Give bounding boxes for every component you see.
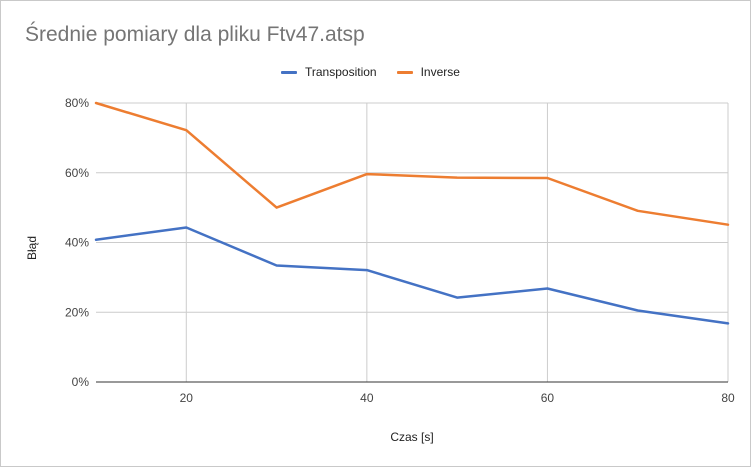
legend-item-transposition: Transposition	[281, 65, 377, 79]
series-line-inverse	[94, 101, 730, 226]
grid-lines	[96, 102, 729, 382]
x-tick-label: 60	[541, 391, 555, 405]
x-tick-label: 80	[721, 391, 735, 405]
x-tick-label: 40	[360, 391, 374, 405]
series-line-transposition	[94, 226, 730, 325]
axis-labels: 0% 20% 40% 60% 80% 20 40 60 80	[65, 96, 735, 405]
y-axis-title: Błąd	[25, 236, 39, 260]
series-lines	[94, 101, 730, 325]
y-tick-label: 40%	[65, 236, 89, 250]
y-tick-label: 0%	[72, 375, 90, 389]
legend-item-inverse: Inverse	[396, 65, 460, 79]
y-tick-label: 60%	[65, 166, 89, 180]
legend-label-transposition: Transposition	[305, 65, 377, 79]
chart-legend: Transposition Inverse	[281, 65, 480, 79]
y-tick-label: 80%	[65, 96, 89, 110]
chart-title: Średnie pomiary dla pliku Ftv47.atsp	[25, 23, 365, 46]
x-axis-title: Czas [s]	[390, 430, 433, 444]
legend-swatch-transposition	[281, 70, 297, 74]
y-tick-label: 20%	[65, 305, 89, 319]
x-tick-label: 20	[180, 391, 194, 405]
legend-swatch-inverse	[396, 70, 413, 74]
legend-label-inverse: Inverse	[420, 65, 460, 79]
